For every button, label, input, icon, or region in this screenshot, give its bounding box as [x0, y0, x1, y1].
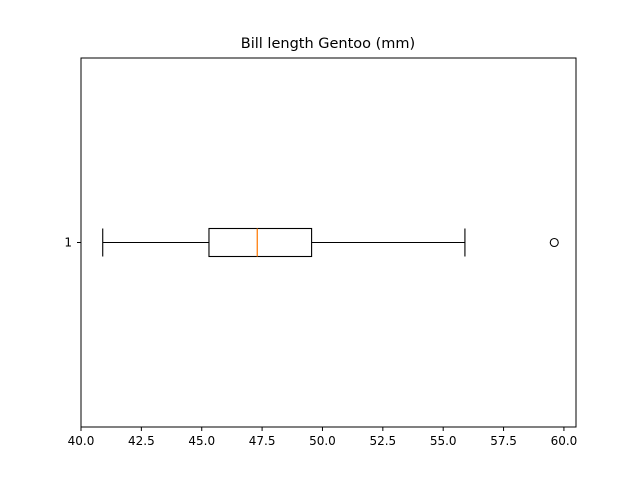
x-tick-label: 60.0: [551, 434, 578, 448]
y-axis: 1: [64, 236, 81, 250]
x-tick-label: 47.5: [249, 434, 276, 448]
y-tick-label: 1: [64, 236, 72, 250]
box-series: [102, 227, 559, 258]
x-tick-label: 45.0: [188, 434, 215, 448]
outlier-point: [549, 237, 559, 248]
x-tick-label: 50.0: [309, 434, 336, 448]
x-tick-label: 40.0: [68, 434, 95, 448]
x-tick-label: 52.5: [369, 434, 396, 448]
x-axis: 40.0 42.5 45.0 47.5 50.0 52.5 55.0 57.5 60.0: [68, 427, 578, 448]
iqr-box: [208, 227, 313, 258]
chart-title: Bill length Gentoo (mm): [241, 36, 415, 52]
x-tick-label: 42.5: [128, 434, 155, 448]
x-tick-label: 55.0: [430, 434, 457, 448]
x-tick-label: 57.5: [490, 434, 517, 448]
